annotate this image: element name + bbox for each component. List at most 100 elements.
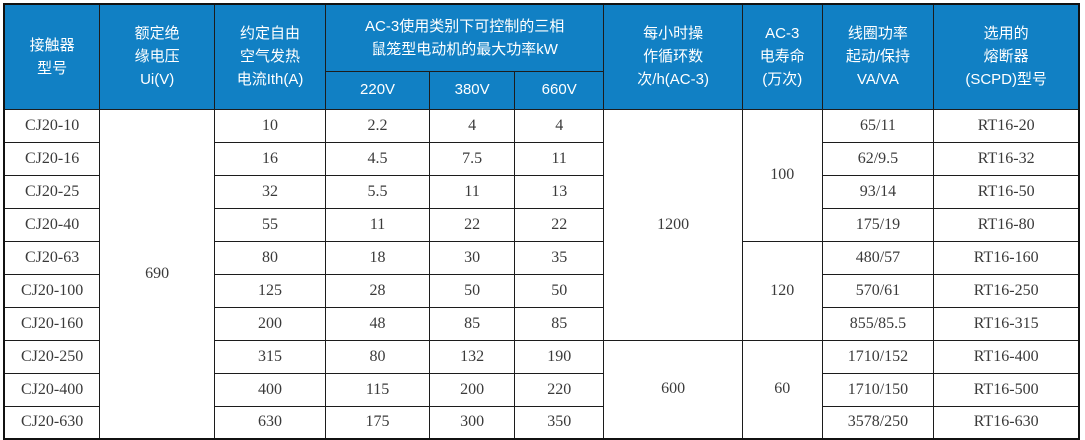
model-cell: CJ20-25 <box>3 174 101 209</box>
power-380-cell: 11 <box>429 174 516 209</box>
ith-cell: 32 <box>214 174 326 209</box>
power-380-cell: 4 <box>429 108 516 143</box>
power-660-cell: 22 <box>514 207 605 242</box>
coil-cell: 570/61 <box>821 273 935 308</box>
fuse-cell: RT16-80 <box>933 207 1080 242</box>
table-row: CJ20-16 16 4.5 7.5 11 62/9.5 RT16-32 <box>3 141 1080 176</box>
ith-cell: 630 <box>214 405 326 440</box>
power-660-cell: 350 <box>514 405 605 440</box>
ith-cell: 200 <box>214 306 326 341</box>
header-coil-power: 线圈功率 起动/保持 VA/VA <box>821 3 935 110</box>
header-voltage-660: 660V <box>514 70 605 110</box>
model-cell: CJ20-16 <box>3 141 101 176</box>
power-660-cell: 13 <box>514 174 605 209</box>
power-220-cell: 11 <box>324 207 431 242</box>
header-ac3-max-power: AC-3使用类别下可控制的三相 鼠笼型电动机的最大功率kW <box>324 3 605 72</box>
power-660-cell: 190 <box>514 339 605 374</box>
power-220-cell: 115 <box>324 372 431 407</box>
power-220-cell: 4.5 <box>324 141 431 176</box>
ith-cell: 315 <box>214 339 326 374</box>
table-row: CJ20-400 400 115 200 220 1710/150 RT16-5… <box>3 372 1080 407</box>
power-660-cell: 11 <box>514 141 605 176</box>
ith-cell: 80 <box>214 240 326 275</box>
power-220-cell: 18 <box>324 240 431 275</box>
power-220-cell: 28 <box>324 273 431 308</box>
model-cell: CJ20-10 <box>3 108 101 143</box>
header-fuse: 选用的 熔断器 (SCPD)型号 <box>933 3 1080 110</box>
table-row: CJ20-160 200 48 85 85 855/85.5 RT16-315 <box>3 306 1080 341</box>
coil-cell: 62/9.5 <box>821 141 935 176</box>
model-cell: CJ20-160 <box>3 306 101 341</box>
table-row: CJ20-630 630 175 300 350 3578/250 RT16-6… <box>3 405 1080 440</box>
power-380-cell: 50 <box>429 273 516 308</box>
model-cell: CJ20-250 <box>3 339 101 374</box>
coil-cell: 65/11 <box>821 108 935 143</box>
header-voltage-220: 220V <box>324 70 431 110</box>
header-rated-insulation-voltage: 额定绝 缘电压 Ui(V) <box>99 3 216 110</box>
fuse-cell: RT16-630 <box>933 405 1080 440</box>
coil-cell: 480/57 <box>821 240 935 275</box>
power-660-cell: 35 <box>514 240 605 275</box>
table-row: CJ20-63 80 18 30 35 120 480/57 RT16-160 <box>3 240 1080 341</box>
power-380-cell: 85 <box>429 306 516 341</box>
table-row: CJ20-100 125 28 50 50 570/61 RT16-250 <box>3 273 1080 308</box>
fuse-cell: RT16-20 <box>933 108 1080 143</box>
fuse-cell: RT16-250 <box>933 273 1080 308</box>
coil-cell: 93/14 <box>821 174 935 209</box>
coil-cell: 3578/250 <box>821 405 935 440</box>
table-row: CJ20-40 55 11 22 22 175/19 RT16-80 <box>3 207 1080 242</box>
coil-cell: 1710/150 <box>821 372 935 407</box>
coil-cell: 175/19 <box>821 207 935 242</box>
table-row: CJ20-25 32 5.5 11 13 93/14 RT16-50 <box>3 174 1080 209</box>
header-ac3-life: AC-3 电寿命 (万次) <box>741 3 823 110</box>
power-380-cell: 132 <box>429 339 516 374</box>
fuse-cell: RT16-500 <box>933 372 1080 407</box>
power-220-cell: 175 <box>324 405 431 440</box>
model-cell: CJ20-63 <box>3 240 101 275</box>
fuse-cell: RT16-32 <box>933 141 1080 176</box>
power-380-cell: 22 <box>429 207 516 242</box>
fuse-cell: RT16-50 <box>933 174 1080 209</box>
ith-cell: 55 <box>214 207 326 242</box>
power-220-cell: 5.5 <box>324 174 431 209</box>
power-660-cell: 4 <box>514 108 605 143</box>
power-220-cell: 2.2 <box>324 108 431 143</box>
ops-merged-cell-1200: 1200 <box>603 108 743 341</box>
header-contactor-model: 接触器 型号 <box>3 3 101 110</box>
power-380-cell: 7.5 <box>429 141 516 176</box>
table-row: CJ20-250 315 80 132 190 600 60 1710/152 … <box>3 339 1080 440</box>
coil-cell: 1710/152 <box>821 339 935 374</box>
ith-cell: 125 <box>214 273 326 308</box>
coil-cell: 855/85.5 <box>821 306 935 341</box>
power-220-cell: 80 <box>324 339 431 374</box>
power-660-cell: 85 <box>514 306 605 341</box>
table-row: CJ20-10 690 10 2.2 4 4 1200 100 65/11 RT… <box>3 108 1080 440</box>
contactor-spec-table: 接触器 型号 额定绝 缘电压 Ui(V) 约定自由 空气发热 电流Ith(A) … <box>3 3 1080 440</box>
power-660-cell: 50 <box>514 273 605 308</box>
power-380-cell: 300 <box>429 405 516 440</box>
life-merged-cell-100: 100 <box>741 108 823 242</box>
header-voltage-380: 380V <box>429 70 516 110</box>
power-660-cell: 220 <box>514 372 605 407</box>
ui-voltage-merged-cell: 690 <box>99 108 216 440</box>
power-220-cell: 48 <box>324 306 431 341</box>
power-380-cell: 200 <box>429 372 516 407</box>
model-cell: CJ20-100 <box>3 273 101 308</box>
ith-cell: 400 <box>214 372 326 407</box>
model-cell: CJ20-630 <box>3 405 101 440</box>
fuse-cell: RT16-400 <box>933 339 1080 374</box>
ops-merged-cell-600: 600 <box>603 339 743 440</box>
life-merged-cell-60: 60 <box>741 339 823 440</box>
model-cell: CJ20-400 <box>3 372 101 407</box>
header-row-2: 220V 380V 660V <box>4 70 1079 110</box>
header-thermal-current: 约定自由 空气发热 电流Ith(A) <box>214 3 326 110</box>
header-row-1: 接触器 型号 额定绝 缘电压 Ui(V) 约定自由 空气发热 电流Ith(A) … <box>3 3 1080 110</box>
header-ops-per-hour: 每小时操 作循环数 次/h(AC-3) <box>603 3 743 110</box>
ith-cell: 10 <box>214 108 326 143</box>
ith-cell: 16 <box>214 141 326 176</box>
power-380-cell: 30 <box>429 240 516 275</box>
table-header: 接触器 型号 额定绝 缘电压 Ui(V) 约定自由 空气发热 电流Ith(A) … <box>3 3 1080 110</box>
table-body: CJ20-10 690 10 2.2 4 4 1200 100 65/11 RT… <box>3 108 1080 440</box>
fuse-cell: RT16-160 <box>933 240 1080 275</box>
life-merged-cell-120: 120 <box>741 240 823 341</box>
